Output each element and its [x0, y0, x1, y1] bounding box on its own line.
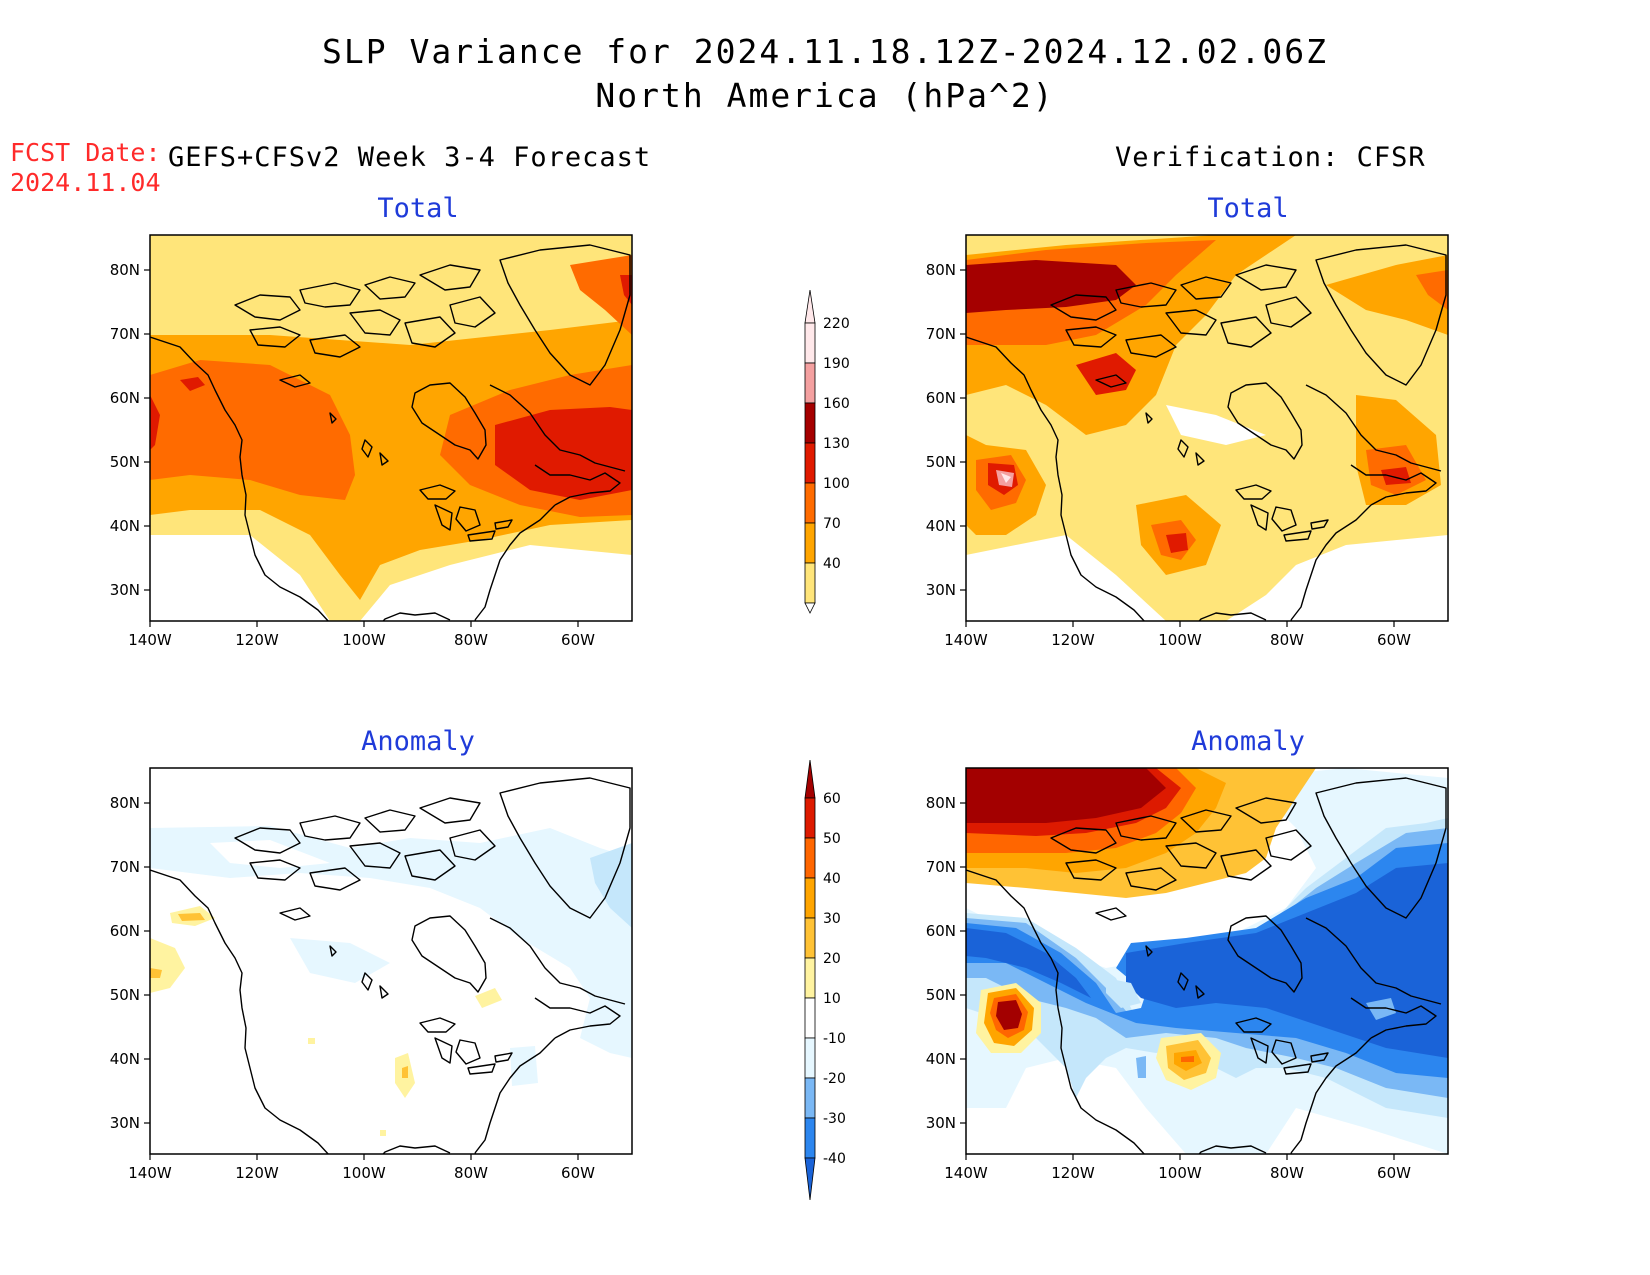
lon-label: 80W: [454, 631, 488, 649]
forecast-date-value: 2024.11.04: [10, 168, 161, 197]
lon-label: 100W: [1158, 1164, 1202, 1182]
colorbar-label: 40: [823, 556, 841, 572]
lon-label: 120W: [235, 1164, 279, 1182]
forecast-date-label: FCST Date:: [10, 138, 161, 167]
lat-label: 50N: [110, 453, 140, 471]
colorbar-label: 70: [823, 516, 841, 532]
lon-label: 60W: [1377, 631, 1411, 649]
forecast-total-title: Total: [377, 193, 459, 224]
colorbar-label: 50: [823, 831, 841, 847]
anomaly-colorbar: 60 50 40 30 20 10 -10 -20 -30 -40: [795, 759, 875, 1214]
lon-label: 60W: [1377, 1164, 1411, 1182]
lat-label: 70N: [110, 858, 140, 876]
colorbar-label: 220: [823, 316, 850, 332]
lat-label: 80N: [110, 261, 140, 279]
lon-label: 80W: [1270, 631, 1304, 649]
lat-label: 40N: [926, 517, 956, 535]
main-subtitle: North America (hPa^2): [595, 76, 1055, 115]
colorbar-label: -10: [823, 1031, 846, 1047]
lat-label: 60N: [926, 389, 956, 407]
main-title: SLP Variance for 2024.11.18.12Z-2024.12.…: [322, 32, 1328, 71]
forecast-header: GEFS+CFSv2 Week 3-4 Forecast: [168, 142, 652, 173]
lon-label: 120W: [1051, 631, 1095, 649]
lon-label: 140W: [944, 631, 988, 649]
colorbar-label: 30: [823, 911, 841, 927]
forecast-total-axes: [144, 269, 579, 627]
lon-label: 60W: [561, 1164, 595, 1182]
lon-label: 80W: [454, 1164, 488, 1182]
colorbar-label: 190: [823, 356, 850, 372]
colorbar-label: -40: [823, 1151, 846, 1167]
lon-label: 100W: [342, 1164, 386, 1182]
forecast-anomaly-title: Anomaly: [361, 726, 475, 757]
lon-label: 120W: [1051, 1164, 1095, 1182]
lat-label: 40N: [110, 517, 140, 535]
lat-label: 70N: [110, 325, 140, 343]
lat-label: 40N: [926, 1050, 956, 1068]
lat-label: 50N: [926, 986, 956, 1004]
lon-label: 60W: [561, 631, 595, 649]
lat-label: 70N: [926, 858, 956, 876]
colorbar-label: -20: [823, 1071, 846, 1087]
lat-label: 30N: [110, 1114, 140, 1132]
lon-label: 100W: [1158, 631, 1202, 649]
colorbar-label: 60: [823, 791, 841, 807]
lat-label: 50N: [110, 986, 140, 1004]
lon-label: 140W: [128, 631, 172, 649]
colorbar-label: 160: [823, 396, 850, 412]
verification-total-title: Total: [1207, 193, 1289, 224]
colorbar-label: 100: [823, 476, 850, 492]
verification-anomaly-title: Anomaly: [1191, 726, 1305, 757]
lat-label: 30N: [926, 581, 956, 599]
colorbar-label: 20: [823, 951, 841, 967]
lat-label: 70N: [926, 325, 956, 343]
colorbar-label: 40: [823, 871, 841, 887]
forecast-date: FCST Date: 2024.11.04: [10, 138, 161, 198]
colorbar-label: 130: [823, 436, 850, 452]
lon-label: 100W: [342, 631, 386, 649]
forecast-total-map: 80N 70N 60N 50N 40N 30N 140W 120W 100W 8…: [90, 225, 690, 669]
verification-header: Verification: CFSR: [1115, 142, 1426, 173]
lat-label: 40N: [110, 1050, 140, 1068]
lon-label: 80W: [1270, 1164, 1304, 1182]
lat-label: 60N: [926, 922, 956, 940]
total-colorbar: 220 190 160 130 100 70 40: [795, 285, 875, 619]
lat-label: 60N: [110, 922, 140, 940]
lon-label: 140W: [944, 1164, 988, 1182]
verification-anomaly-map: 80N 70N 60N 50N 40N 30N 140W 120W 100W 8…: [906, 758, 1506, 1202]
lon-label: 140W: [128, 1164, 172, 1182]
colorbar-label: -30: [823, 1111, 846, 1127]
verification-total-map: 80N 70N 60N 50N 40N 30N 140W 120W 100W 8…: [906, 225, 1506, 669]
lat-label: 30N: [926, 1114, 956, 1132]
forecast-anomaly-map: 80N 70N 60N 50N 40N 30N 140W 120W 100W 8…: [90, 758, 690, 1202]
lat-label: 80N: [110, 794, 140, 812]
lon-label: 120W: [235, 631, 279, 649]
colorbar-label: 10: [823, 991, 841, 1007]
lat-label: 80N: [926, 261, 956, 279]
lat-label: 60N: [110, 389, 140, 407]
lat-label: 50N: [926, 453, 956, 471]
lat-label: 80N: [926, 794, 956, 812]
lat-label: 30N: [110, 581, 140, 599]
